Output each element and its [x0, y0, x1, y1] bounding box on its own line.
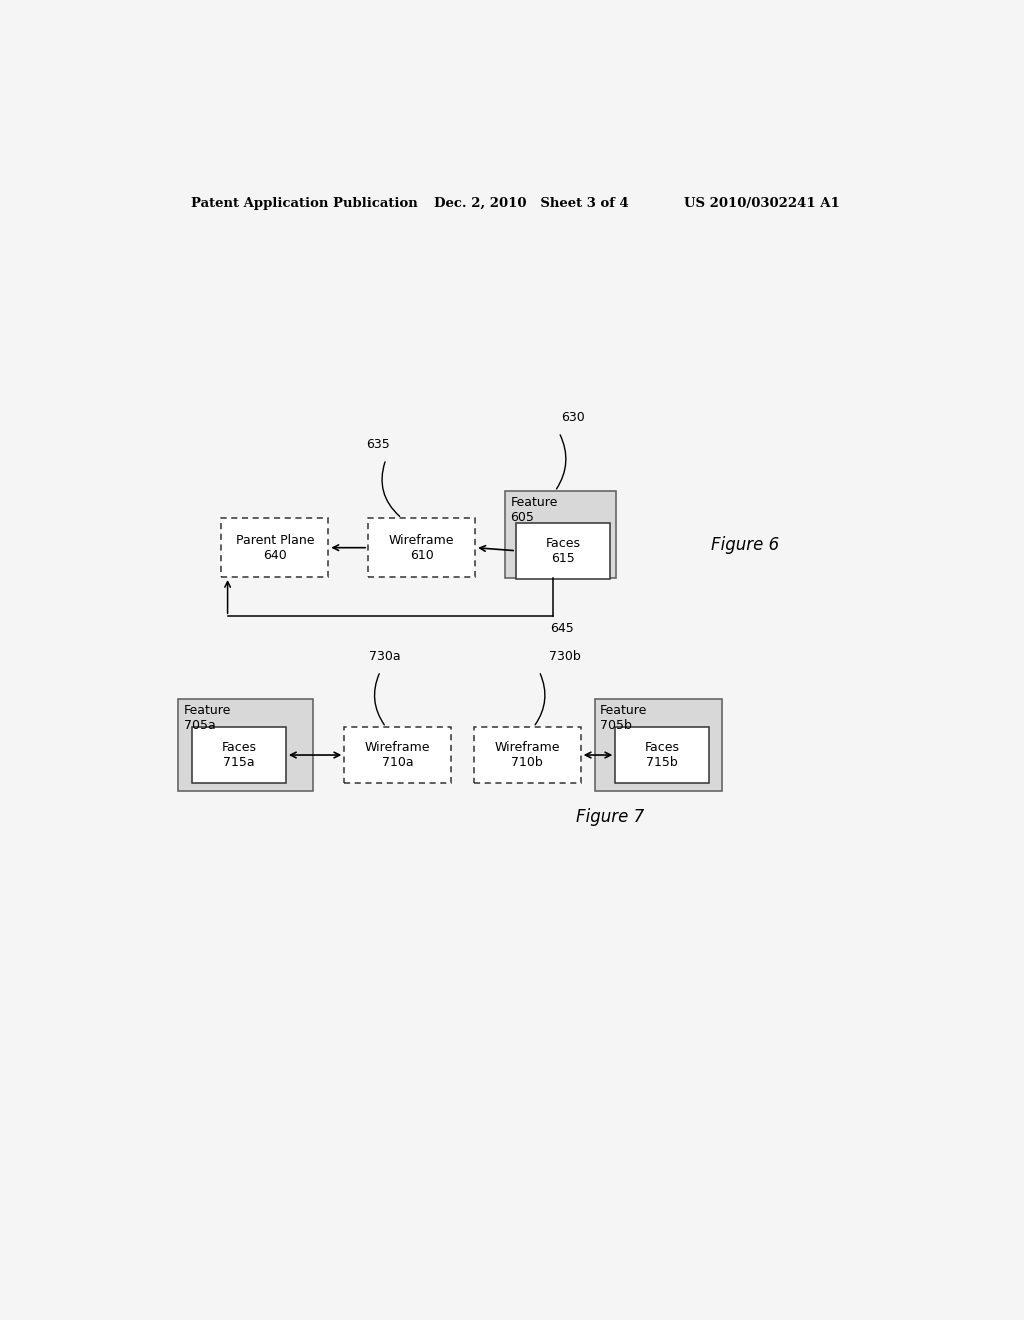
Bar	[516, 523, 609, 578]
Bar	[474, 727, 581, 783]
Text: Figure 7: Figure 7	[577, 808, 645, 826]
Text: Feature
705b: Feature 705b	[600, 704, 647, 733]
Text: Dec. 2, 2010   Sheet 3 of 4: Dec. 2, 2010 Sheet 3 of 4	[433, 197, 629, 210]
Bar	[344, 727, 452, 783]
Bar	[178, 700, 313, 791]
Text: US 2010/0302241 A1: US 2010/0302241 A1	[684, 197, 840, 210]
Text: Figure 6: Figure 6	[712, 536, 779, 553]
Bar	[505, 491, 616, 578]
Text: Wireframe
710b: Wireframe 710b	[495, 741, 560, 770]
Text: 730b: 730b	[549, 649, 581, 663]
Text: Feature
705a: Feature 705a	[183, 704, 231, 733]
Text: 645: 645	[550, 623, 574, 635]
Text: Faces
715b: Faces 715b	[644, 741, 680, 770]
Bar	[221, 519, 329, 577]
Text: Wireframe
710a: Wireframe 710a	[366, 741, 430, 770]
Bar	[615, 727, 709, 783]
Text: Parent Plane
640: Parent Plane 640	[236, 533, 314, 562]
Bar	[368, 519, 475, 577]
Text: Patent Application Publication: Patent Application Publication	[191, 197, 418, 210]
Text: Faces
715a: Faces 715a	[221, 741, 257, 770]
Text: 630: 630	[561, 412, 585, 424]
Text: Faces
615: Faces 615	[546, 537, 581, 565]
Text: 730a: 730a	[369, 649, 400, 663]
Text: 635: 635	[367, 438, 390, 451]
Text: Wireframe
610: Wireframe 610	[389, 533, 455, 562]
Bar	[595, 700, 722, 791]
Bar	[193, 727, 286, 783]
Text: Feature
605: Feature 605	[511, 496, 558, 524]
